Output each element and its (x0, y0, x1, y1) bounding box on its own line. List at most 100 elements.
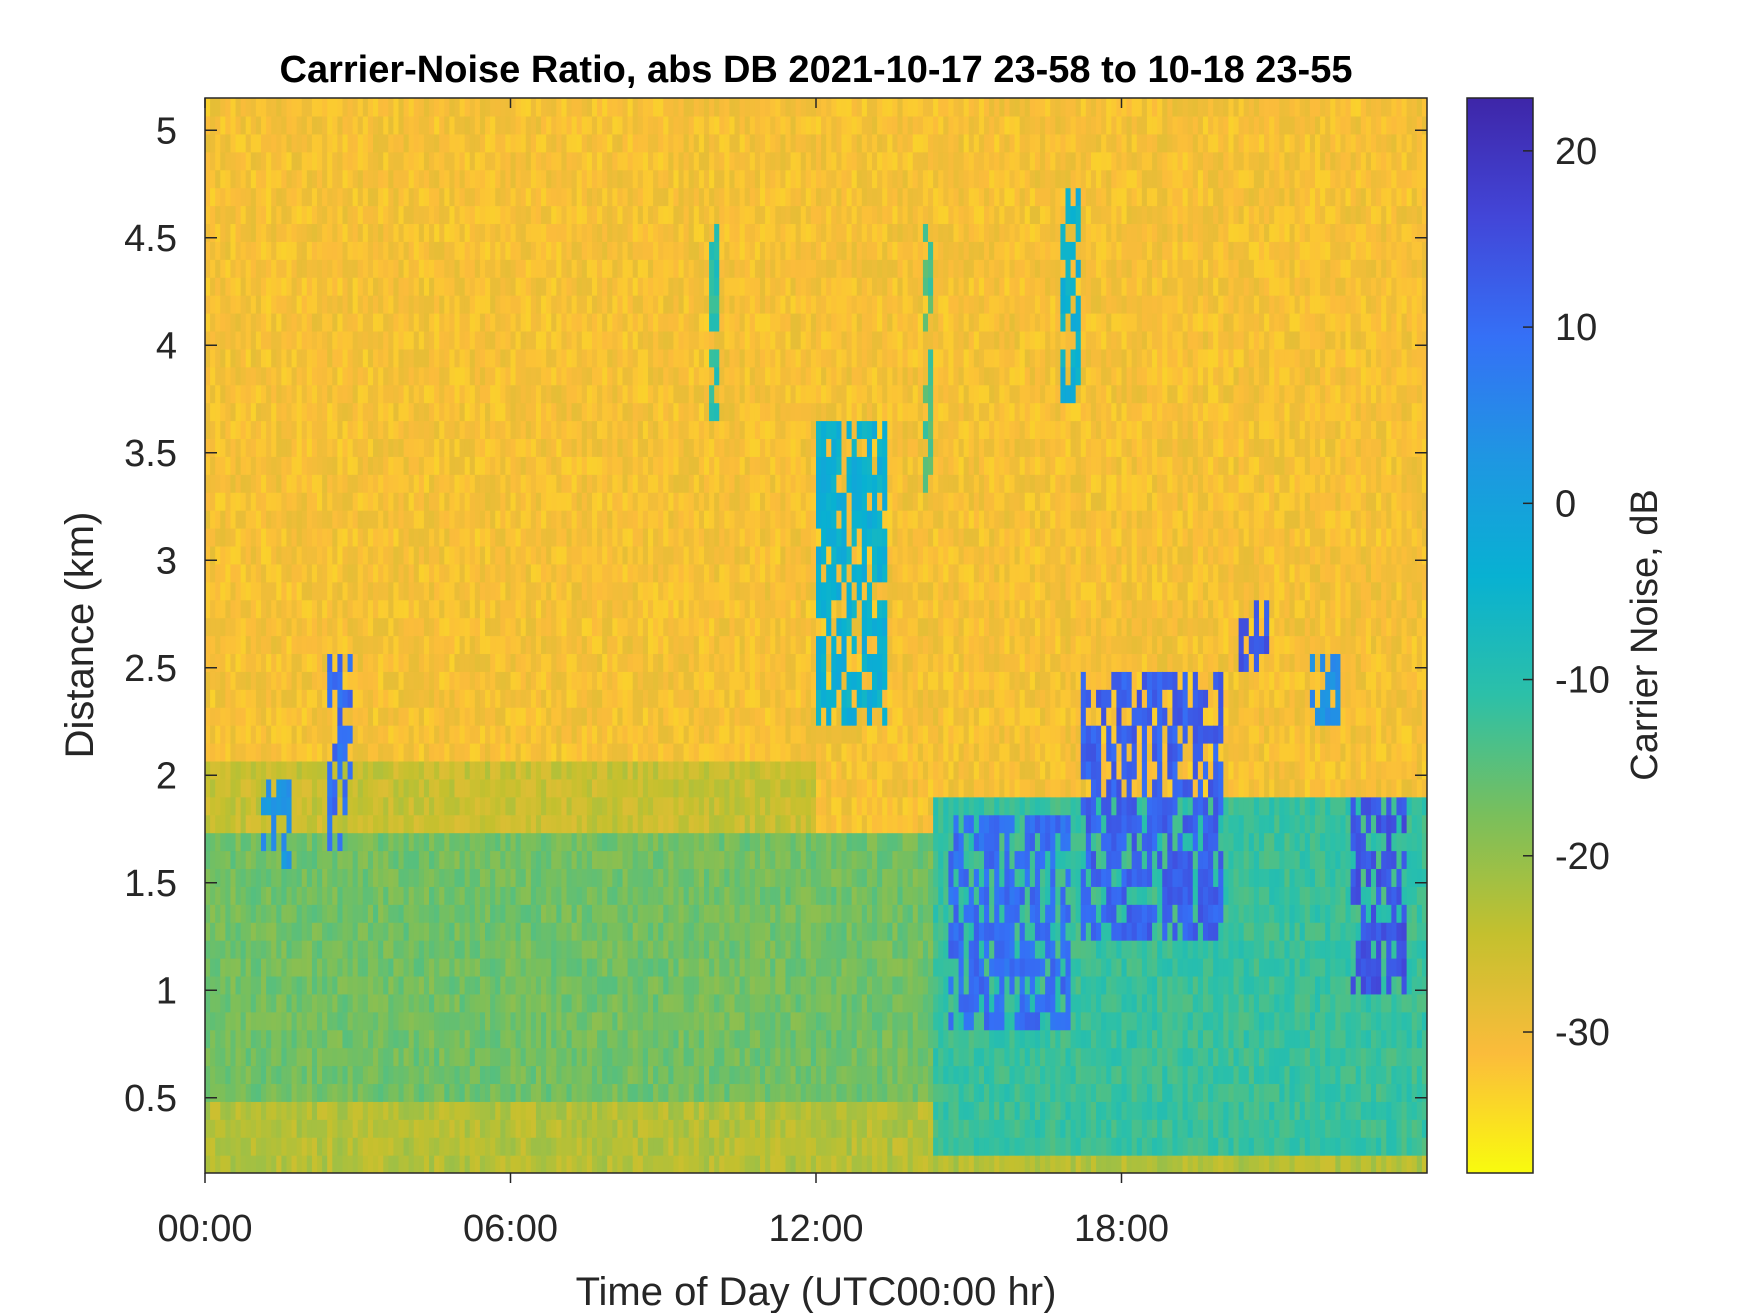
heatmap-cell (281, 348, 288, 368)
heatmap-cell (500, 832, 507, 852)
heatmap-cell (362, 420, 369, 440)
heatmap-cell (240, 474, 247, 493)
heatmap-cell (240, 653, 247, 672)
heatmap-cell (459, 993, 466, 1013)
heatmap-cell (551, 725, 557, 744)
heatmap-cell (306, 1083, 313, 1102)
heatmap-cell (342, 456, 349, 475)
heatmap-cell (429, 922, 435, 941)
heatmap-cell (266, 1101, 272, 1120)
heatmap-cell (515, 313, 522, 332)
heatmap-cell (439, 832, 445, 852)
heatmap-cell (398, 1011, 405, 1031)
heatmap-cell (403, 205, 410, 225)
heatmap-cell (576, 653, 583, 672)
heatmap-cell (367, 1155, 374, 1173)
heatmap-cell (520, 993, 527, 1013)
heatmap-cell (535, 510, 542, 529)
heatmap-cell (459, 420, 466, 440)
heatmap-cell (357, 1029, 364, 1049)
heatmap-cell (250, 115, 257, 135)
heatmap-cell (276, 187, 282, 207)
heatmap-cell (434, 402, 440, 422)
heatmap-cell (485, 492, 491, 511)
heatmap-cell (434, 528, 440, 547)
heatmap-cell (530, 259, 537, 278)
heatmap-cell (423, 98, 430, 117)
heatmap-cell (459, 133, 466, 153)
heatmap-cell (276, 133, 282, 153)
heatmap-cell (286, 528, 293, 547)
heatmap-cell (388, 1047, 394, 1067)
heatmap-cell (546, 1083, 552, 1102)
heatmap-cell (281, 581, 288, 601)
heatmap-cell (561, 456, 568, 475)
heatmap-cell (434, 545, 440, 565)
heatmap-cell (515, 993, 522, 1013)
heatmap-cell (444, 241, 450, 260)
heatmap-cell (541, 958, 547, 977)
heatmap-cell (602, 402, 608, 422)
heatmap-cell (235, 850, 242, 870)
heatmap-cell (367, 241, 374, 260)
heatmap-cell (210, 886, 216, 905)
heatmap-cell (408, 886, 415, 905)
heatmap-cell (332, 1065, 338, 1085)
heatmap-cell (449, 98, 456, 117)
heatmap-cell (479, 313, 486, 332)
heatmap-cell (383, 653, 389, 672)
heatmap-cell (261, 313, 267, 332)
heatmap-cell (479, 1029, 486, 1049)
heatmap-cell (485, 796, 491, 816)
heatmap-cell (306, 922, 313, 941)
heatmap-cell (485, 653, 491, 672)
heatmap-cell (317, 743, 323, 762)
heatmap-cell (230, 760, 237, 780)
heatmap-cell (505, 958, 512, 977)
heatmap-cell (317, 868, 323, 887)
heatmap-cell (479, 760, 486, 780)
heatmap-cell (535, 1083, 542, 1102)
heatmap-cell (408, 1101, 415, 1120)
heatmap-cell (597, 133, 603, 153)
heatmap-cell (591, 241, 598, 260)
heatmap-cell (571, 743, 578, 762)
heatmap-cell (362, 653, 369, 672)
heatmap-cell (546, 958, 552, 977)
heatmap-cell (266, 1119, 272, 1138)
heatmap-cell (317, 223, 323, 242)
heatmap-cell (520, 456, 527, 475)
heatmap-cell (418, 814, 425, 834)
heatmap-cell (255, 348, 262, 368)
heatmap-cell (291, 868, 298, 887)
heatmap-cell (617, 492, 624, 511)
heatmap-cell (530, 384, 537, 404)
heatmap-cell (210, 975, 216, 995)
heatmap-cell (515, 1029, 522, 1049)
heatmap-cell (581, 492, 588, 511)
heatmap-cell (393, 1101, 400, 1120)
heatmap-cell (215, 456, 221, 475)
heatmap-cell (576, 1029, 583, 1049)
heatmap-cell (317, 133, 323, 153)
heatmap-cell (469, 904, 476, 923)
heatmap-cell (240, 671, 247, 690)
heatmap-cell (322, 958, 328, 977)
heatmap-cell (266, 671, 272, 690)
heatmap-cell (602, 707, 608, 726)
heatmap-cell (439, 223, 445, 242)
heatmap-cell (342, 904, 349, 923)
heatmap-cell (393, 832, 400, 852)
heatmap-cell (347, 850, 354, 870)
heatmap-cell (520, 151, 527, 171)
heatmap-cell (357, 1065, 364, 1085)
heatmap-cell (408, 510, 415, 529)
heatmap-cell (495, 402, 501, 422)
heatmap-cell (602, 617, 608, 637)
heatmap-cell (357, 993, 364, 1013)
heatmap-cell (612, 635, 619, 655)
heatmap-cell (210, 223, 216, 242)
heatmap-cell (434, 563, 440, 583)
heatmap-cell (352, 510, 359, 529)
heatmap-cell (515, 617, 522, 637)
